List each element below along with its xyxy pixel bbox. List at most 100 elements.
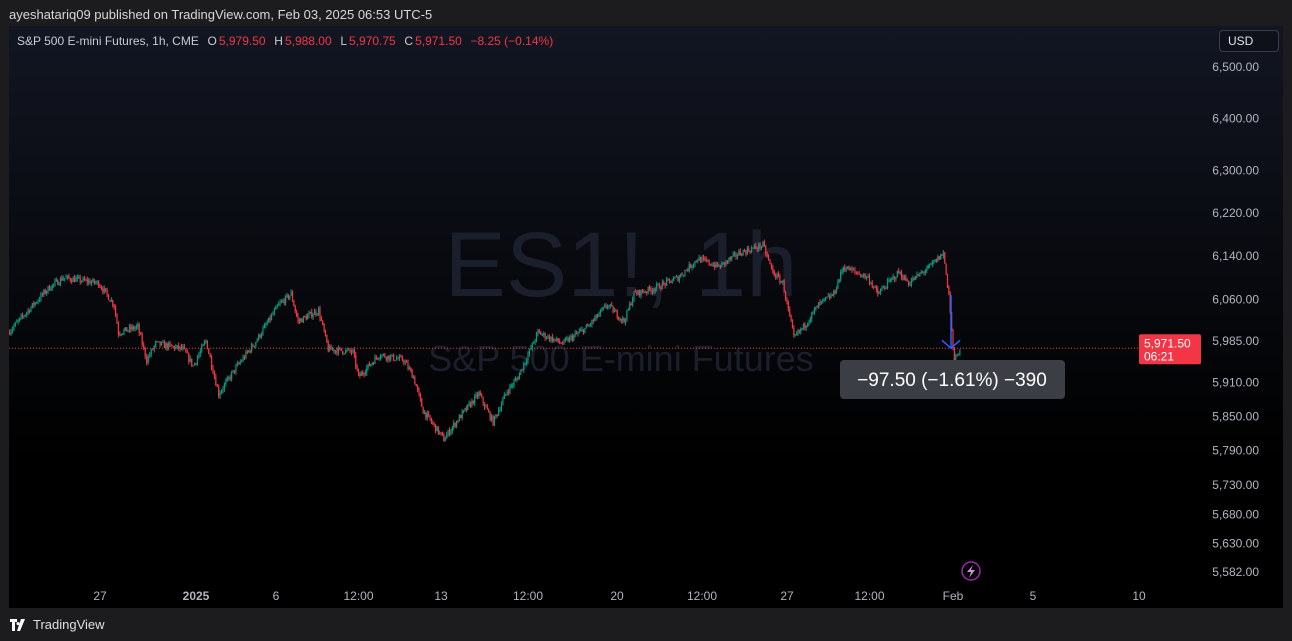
candle-body — [631, 299, 634, 305]
candle-body — [259, 334, 261, 337]
candle-body — [917, 274, 920, 276]
candle-body — [179, 346, 181, 349]
candle-body — [106, 290, 108, 295]
event-lightning-icon[interactable] — [961, 561, 981, 581]
event-circle — [961, 561, 981, 581]
candle-body — [527, 354, 529, 361]
candle-body — [269, 317, 271, 320]
candle-body — [525, 360, 528, 364]
candle-body — [65, 277, 67, 279]
candle-body — [500, 404, 503, 410]
candle-body — [302, 316, 305, 323]
candle-body — [716, 262, 719, 267]
candle-body — [238, 363, 240, 365]
candle-body — [661, 282, 663, 289]
candle-body — [541, 334, 543, 336]
candle-body — [518, 373, 521, 380]
candle-body — [823, 298, 825, 300]
candle-body — [353, 349, 355, 355]
candle-body — [24, 314, 26, 317]
candle-body — [169, 343, 171, 345]
candle-body — [228, 377, 230, 379]
candle-body — [580, 329, 582, 332]
candle-body — [229, 377, 231, 379]
candle-body — [147, 356, 149, 363]
candle-body — [540, 332, 542, 335]
candle-body — [10, 331, 12, 335]
candle-body — [769, 259, 771, 264]
candle-body — [619, 318, 621, 320]
candle-body — [231, 372, 233, 379]
candle-body — [957, 354, 960, 356]
candle-body — [41, 293, 43, 295]
candle-body — [648, 286, 651, 290]
price-axis-label: 6,060.00 — [1212, 292, 1259, 306]
price-axis-label: 6,300.00 — [1212, 164, 1259, 178]
candle-body — [913, 278, 915, 280]
candle-body — [447, 430, 449, 435]
currency-button[interactable]: USD — [1219, 30, 1279, 52]
candle-body — [381, 354, 383, 358]
candle-body — [695, 261, 697, 263]
candle-body — [670, 280, 672, 283]
candle-body — [503, 394, 505, 399]
candle-body — [498, 410, 500, 416]
candle-body — [367, 363, 369, 368]
candle-body — [406, 361, 408, 363]
candle-body — [620, 318, 622, 321]
candle-body — [278, 303, 280, 306]
candle-body — [842, 267, 844, 272]
candle-body — [206, 340, 208, 350]
measure-label-box — [840, 360, 1065, 399]
candle-body — [62, 278, 64, 281]
candle-body — [133, 326, 135, 330]
candle-body — [203, 342, 206, 345]
candle-body — [415, 384, 417, 387]
candle-body — [81, 281, 83, 283]
candle-body — [479, 392, 481, 396]
candle-body — [290, 292, 292, 296]
candle-body — [816, 306, 818, 308]
candle-body — [714, 264, 716, 268]
candle-body — [535, 333, 538, 341]
candle-body — [408, 368, 410, 370]
candle-body — [926, 268, 928, 271]
candle-body — [864, 274, 866, 278]
candle-body — [262, 328, 264, 335]
candle-body — [140, 332, 142, 335]
candle-body — [448, 430, 451, 435]
candle-body — [156, 341, 158, 343]
candle-body — [14, 322, 16, 326]
chart-pane[interactable]: ES1!, 1h S&P 500 E-mini Futures 6,500.00 6,… — [9, 26, 1283, 608]
candle-body — [258, 334, 260, 340]
candle-body — [43, 290, 45, 295]
candle-body — [681, 274, 683, 276]
candle-body — [667, 279, 669, 281]
price-chart[interactable]: ES1!, 1h S&P 500 E-mini Futures 6,500.00 6,… — [9, 26, 1283, 608]
candle-body — [40, 293, 42, 300]
candle-body — [790, 314, 792, 322]
candle-body — [920, 272, 922, 274]
candle-body — [315, 311, 317, 315]
candle-body — [743, 250, 746, 252]
candle-body — [627, 309, 629, 311]
candle-body — [694, 261, 696, 265]
candle-body — [460, 415, 462, 419]
candle-body — [571, 336, 573, 340]
candle-body — [100, 287, 103, 289]
candle-body — [924, 270, 927, 273]
candle-body — [172, 346, 174, 348]
candle-body — [152, 349, 154, 351]
candle-body — [418, 389, 420, 394]
candle-body — [233, 370, 236, 373]
candle-body — [279, 302, 281, 304]
candle-body — [564, 339, 566, 341]
high-value: 5,988.00 — [284, 34, 332, 48]
candle-body — [72, 277, 74, 282]
candle-body — [548, 335, 551, 341]
candle-body — [732, 254, 734, 257]
candle-body — [398, 356, 401, 359]
candle-body — [538, 330, 540, 333]
candle-body — [750, 248, 753, 253]
candle-body — [166, 343, 168, 349]
